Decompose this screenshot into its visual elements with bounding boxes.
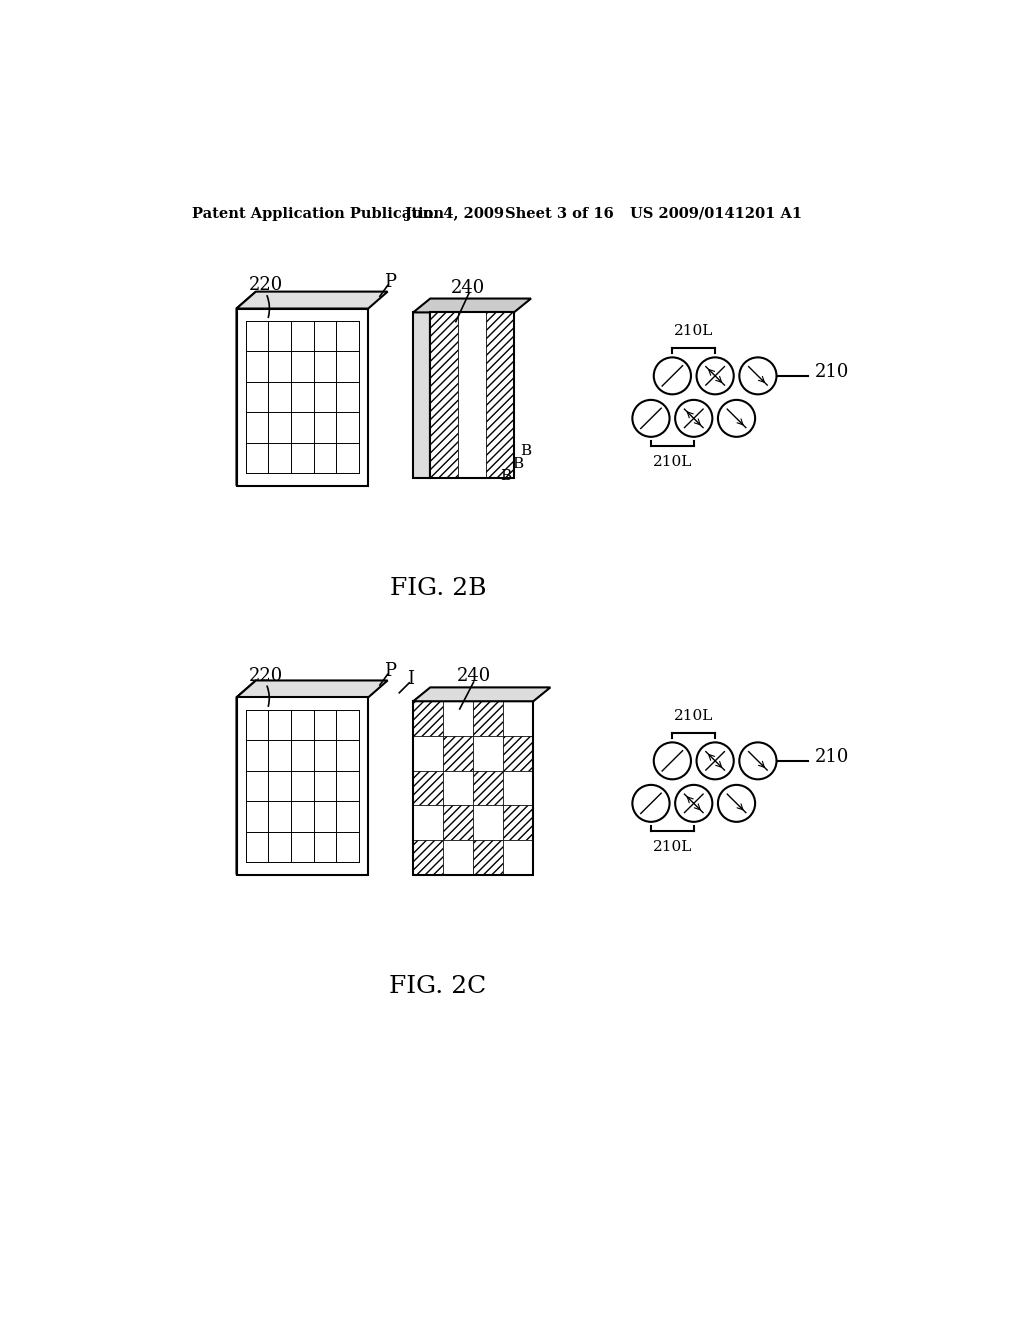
Polygon shape [443,737,473,771]
Circle shape [675,400,713,437]
Text: 210: 210 [815,748,850,766]
Polygon shape [414,688,550,701]
Polygon shape [473,737,503,771]
Text: I: I [408,671,415,688]
Polygon shape [503,805,534,840]
Polygon shape [443,805,473,840]
Polygon shape [414,840,443,875]
Polygon shape [443,771,473,805]
Polygon shape [473,840,503,875]
Text: FIG. 2B: FIG. 2B [390,577,486,599]
Circle shape [696,742,734,779]
Text: US 2009/0141201 A1: US 2009/0141201 A1 [630,207,803,220]
Circle shape [653,742,691,779]
Circle shape [718,785,755,822]
Text: 210L: 210L [652,455,692,469]
Text: Jun. 4, 2009: Jun. 4, 2009 [406,207,505,220]
Circle shape [633,785,670,822]
Polygon shape [237,309,369,486]
Polygon shape [414,771,443,805]
Polygon shape [458,313,486,478]
Polygon shape [486,313,514,478]
Text: Sheet 3 of 16: Sheet 3 of 16 [506,207,614,220]
Text: 210L: 210L [674,709,714,722]
Polygon shape [414,737,443,771]
Polygon shape [237,681,388,697]
Text: P: P [384,663,396,680]
Polygon shape [503,771,534,805]
Polygon shape [443,701,473,737]
Polygon shape [430,313,458,478]
Polygon shape [503,737,534,771]
Text: Patent Application Publication: Patent Application Publication [191,207,443,220]
Polygon shape [503,840,534,875]
Circle shape [718,400,755,437]
Polygon shape [237,292,256,486]
Polygon shape [503,701,534,737]
Text: 240: 240 [451,279,484,297]
Text: 220: 220 [249,667,283,685]
Text: B: B [512,457,523,471]
Text: 220: 220 [249,276,283,294]
Polygon shape [473,805,503,840]
Circle shape [653,358,691,395]
Text: P: P [384,273,396,292]
Text: 210L: 210L [652,840,692,854]
Circle shape [633,400,670,437]
Circle shape [696,358,734,395]
Text: B: B [520,444,531,458]
Text: 210L: 210L [674,323,714,338]
Polygon shape [443,840,473,875]
Circle shape [675,785,713,822]
Text: 210: 210 [815,363,850,381]
Polygon shape [414,701,443,737]
Polygon shape [473,771,503,805]
Polygon shape [473,701,503,737]
Polygon shape [414,805,443,840]
Polygon shape [237,697,369,875]
Circle shape [739,742,776,779]
Text: 240: 240 [457,667,490,685]
Text: B: B [500,470,511,483]
Circle shape [739,358,776,395]
Polygon shape [414,313,430,478]
Text: FIG. 2C: FIG. 2C [389,974,486,998]
Polygon shape [237,292,388,309]
Polygon shape [237,681,256,875]
Polygon shape [414,298,531,313]
